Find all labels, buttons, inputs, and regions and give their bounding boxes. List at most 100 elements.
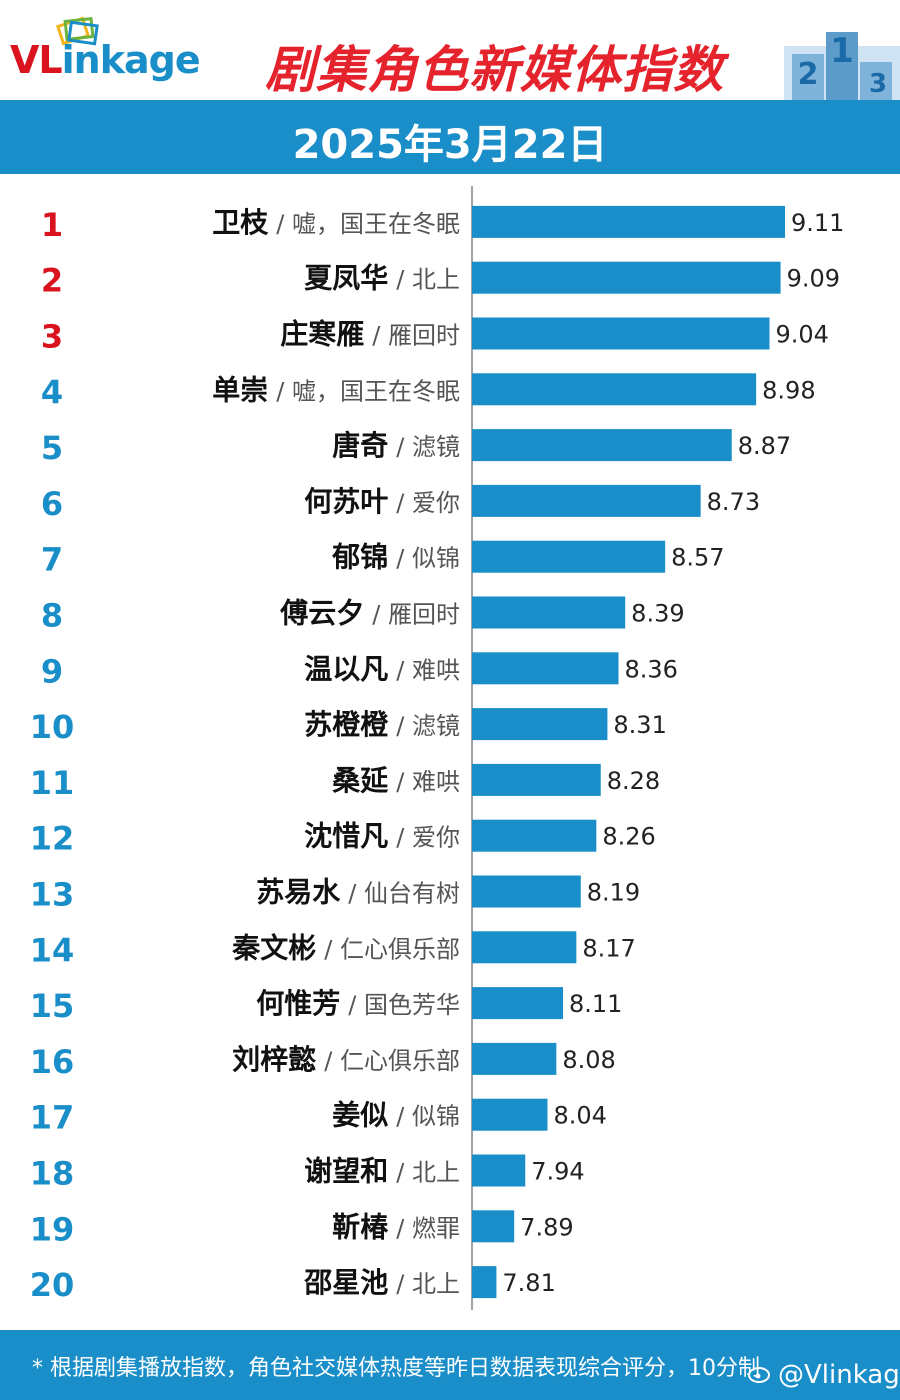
- value-label: 7.94: [531, 1158, 584, 1186]
- row-label: 秦文彬 / 仁心俱乐部: [231, 931, 460, 964]
- bar: [472, 1210, 515, 1243]
- rank-number: 3: [41, 318, 63, 356]
- role-name: 何苏叶: [304, 485, 388, 518]
- row-label: 刘梓懿 / 仁心俱乐部: [232, 1043, 460, 1076]
- bar: [472, 205, 786, 238]
- role-name: 温以凡: [304, 652, 388, 685]
- row-label: 邵星池 / 北上: [303, 1266, 460, 1299]
- date-band: [0, 100, 900, 174]
- podium-digit-3: 3: [869, 69, 887, 99]
- rank-number: 19: [30, 1210, 75, 1248]
- role-name: 卫枝: [212, 206, 269, 239]
- drama-title: / 国色芳华: [348, 991, 460, 1019]
- value-label: 9.09: [787, 265, 840, 293]
- weibo-handle: @Vlinkage: [752, 1360, 900, 1390]
- logo-mark-icon: [56, 16, 99, 46]
- value-label: 9.11: [791, 209, 844, 237]
- drama-title: / 滤镜: [396, 433, 460, 461]
- logo-text-v: VL: [10, 38, 63, 82]
- role-name: 夏凤华: [304, 262, 388, 295]
- role-name: 秦文彬: [231, 931, 316, 964]
- rank-number: 13: [30, 876, 75, 914]
- bar: [472, 1042, 557, 1075]
- role-name: 苏橙橙: [304, 708, 389, 741]
- podium-icon: 2 1 3: [784, 31, 900, 100]
- logo-text-rest: inkage: [61, 38, 201, 82]
- bar: [472, 763, 601, 796]
- row-label: 姜似 / 似锦: [332, 1099, 460, 1132]
- row-label: 庄寒雁 / 雁回时: [280, 318, 460, 351]
- rank-number: 18: [30, 1155, 75, 1193]
- weibo-icon: [748, 1367, 770, 1383]
- row-label: 郁锦 / 似锦: [331, 541, 460, 574]
- drama-title: / 北上: [396, 266, 460, 294]
- role-name: 姜似: [332, 1099, 388, 1132]
- rank-number: 9: [41, 652, 63, 690]
- row-label: 桑延 / 难哄: [332, 764, 460, 797]
- value-label: 9.04: [775, 321, 828, 349]
- value-label: 8.36: [625, 655, 678, 683]
- rank-number: 15: [30, 987, 75, 1025]
- role-name: 庄寒雁: [280, 318, 364, 351]
- footer-band: [0, 1330, 900, 1400]
- vlinkage-logo: VLinkage: [10, 38, 201, 82]
- row-label: 唐奇 / 滤镜: [332, 429, 460, 462]
- row-label: 靳椿 / 燃罪: [332, 1210, 460, 1243]
- row-label: 单崇 / 嘘，国王在冬眠: [212, 373, 460, 406]
- rank-number: 20: [30, 1266, 75, 1304]
- row-label: 夏凤华 / 北上: [304, 262, 460, 295]
- role-name: 刘梓懿: [232, 1043, 316, 1076]
- row-label: 何苏叶 / 爱你: [304, 485, 460, 518]
- row-label: 苏橙橙 / 滤镜: [304, 708, 460, 741]
- value-label: 8.31: [613, 711, 666, 739]
- bar: [472, 652, 619, 685]
- podium-digit-1: 1: [830, 31, 854, 71]
- role-name: 何惟芳: [256, 987, 340, 1020]
- role-name: 桑延: [332, 764, 389, 797]
- bar: [472, 1266, 497, 1299]
- rank-number: 10: [30, 708, 75, 746]
- role-name: 单崇: [212, 373, 268, 406]
- row-label: 温以凡 / 难哄: [304, 652, 460, 685]
- drama-title: / 北上: [396, 1270, 460, 1298]
- bar: [472, 317, 770, 350]
- rank-number: 7: [41, 541, 63, 579]
- role-name: 沈惜凡: [304, 820, 388, 853]
- bar: [472, 708, 608, 741]
- value-label: 8.28: [607, 767, 660, 795]
- drama-title: / 燃罪: [396, 1214, 460, 1242]
- value-label: 8.11: [569, 990, 622, 1018]
- role-name: 邵星池: [303, 1266, 388, 1299]
- bar: [472, 540, 666, 573]
- row-label: 苏易水 / 仙台有树: [256, 876, 460, 909]
- drama-title: / 难哄: [396, 656, 460, 684]
- bar: [472, 429, 732, 462]
- value-label: 8.04: [553, 1102, 606, 1130]
- rank-number: 17: [30, 1099, 75, 1137]
- bar: [472, 373, 757, 406]
- bar: [472, 931, 577, 964]
- drama-title: / 仁心俱乐部: [324, 1047, 460, 1075]
- value-label: 8.73: [707, 488, 760, 516]
- rank-number: 2: [41, 262, 63, 300]
- bar: [472, 261, 781, 294]
- row-label: 谢望和 / 北上: [304, 1155, 460, 1188]
- role-name: 傅云夕: [279, 597, 364, 630]
- value-label: 8.57: [671, 544, 724, 572]
- role-name: 靳椿: [332, 1210, 389, 1243]
- drama-title: / 似锦: [396, 1103, 460, 1131]
- value-label: 8.98: [762, 376, 815, 404]
- drama-title: / 雁回时: [372, 322, 460, 350]
- role-name: 唐奇: [332, 429, 388, 462]
- weibo-handle-text: @Vlinkage: [778, 1360, 900, 1390]
- drama-title: / 难哄: [396, 768, 460, 796]
- page-title: 剧集角色新媒体指数: [265, 41, 724, 99]
- drama-title: / 仙台有树: [348, 880, 460, 908]
- rank-number: 8: [41, 597, 63, 635]
- drama-title: / 嘘，国王在冬眠: [276, 210, 460, 238]
- value-label: 7.81: [502, 1269, 555, 1297]
- drama-title: / 嘘，国王在冬眠: [276, 377, 460, 405]
- bar: [472, 987, 564, 1020]
- value-label: 8.17: [582, 934, 635, 962]
- value-label: 8.87: [738, 432, 791, 460]
